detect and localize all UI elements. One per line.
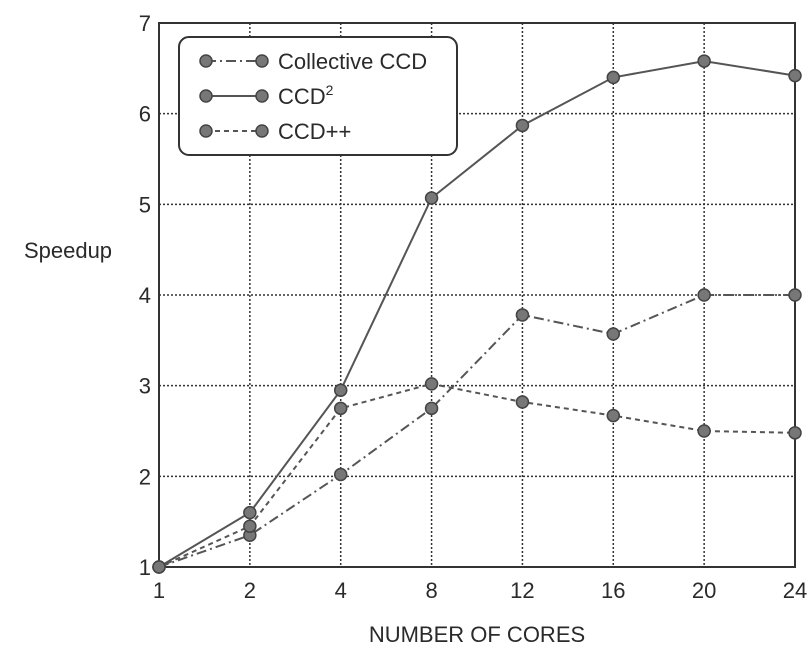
data-point (698, 289, 710, 301)
x-tick-labels: 124812162024 (153, 578, 807, 603)
legend-marker (256, 90, 268, 102)
x-tick-label: 2 (244, 578, 256, 603)
data-point (607, 71, 619, 83)
y-tick-label: 3 (139, 374, 151, 399)
y-tick-label: 5 (139, 192, 151, 217)
legend-marker (256, 55, 268, 67)
y-tick-label: 2 (139, 464, 151, 489)
data-point (426, 192, 438, 204)
data-point (335, 384, 347, 396)
legend-label-superscript: 2 (326, 82, 334, 98)
legend: Collective CCD CCD2 CCD++ (179, 37, 457, 155)
legend-marker (200, 125, 212, 137)
data-point (244, 507, 256, 519)
x-tick-label: 20 (692, 578, 716, 603)
data-point (789, 70, 801, 82)
data-point (244, 520, 256, 532)
data-point (335, 469, 347, 481)
legend-label: CCD2 (278, 82, 334, 109)
y-tick-labels: 1 2 3 4 5 6 7 (139, 11, 151, 580)
data-point (426, 378, 438, 390)
data-point (516, 119, 528, 131)
data-point (789, 427, 801, 439)
legend-marker (200, 55, 212, 67)
data-point (698, 425, 710, 437)
data-point (516, 396, 528, 408)
y-tick-label: 4 (139, 283, 151, 308)
data-point (789, 289, 801, 301)
data-point (698, 55, 710, 67)
x-axis-title: NUMBER OF CORES (369, 622, 585, 647)
legend-label: Collective CCD (278, 49, 427, 74)
data-point (607, 328, 619, 340)
data-point (153, 561, 165, 573)
y-tick-label: 1 (139, 555, 151, 580)
legend-marker (200, 90, 212, 102)
x-tick-label: 16 (601, 578, 625, 603)
data-point (516, 309, 528, 321)
data-point (335, 402, 347, 414)
x-tick-label: 24 (783, 578, 807, 603)
x-tick-label: 8 (425, 578, 437, 603)
data-point (607, 410, 619, 422)
legend-marker (256, 125, 268, 137)
y-tick-label: 7 (139, 11, 151, 36)
x-tick-label: 12 (510, 578, 534, 603)
y-tick-label: 6 (139, 102, 151, 127)
x-tick-label: 1 (153, 578, 165, 603)
y-axis-title: Speedup (24, 238, 112, 263)
data-point (426, 402, 438, 414)
x-tick-label: 4 (335, 578, 347, 603)
legend-label: CCD++ (278, 119, 351, 144)
